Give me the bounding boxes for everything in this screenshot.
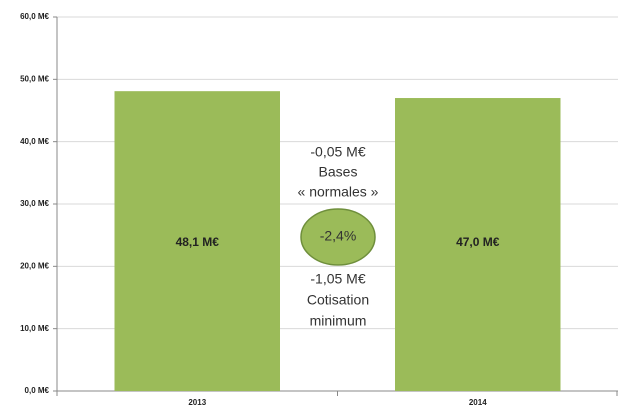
annotation: -2,4% [320, 228, 357, 244]
y-tick-label: 50,0 M€ [20, 74, 49, 83]
y-tick-label: 60,0 M€ [20, 12, 49, 21]
annotation: -1,05 M€ [310, 271, 365, 287]
data-label: 47,0 M€ [456, 235, 500, 249]
annotation: Cotisation [307, 292, 369, 308]
y-tick-label: 0,0 M€ [25, 386, 50, 395]
annotation: -0,05 M€ [310, 144, 365, 160]
y-tick-label: 20,0 M€ [20, 261, 49, 270]
y-tick-label: 30,0 M€ [20, 199, 49, 208]
bar [114, 91, 280, 391]
annotation: « normales » [298, 184, 379, 200]
data-label: 48,1 M€ [176, 235, 220, 249]
badge [300, 208, 376, 266]
y-tick-label: 10,0 M€ [20, 324, 49, 333]
annotation: minimum [310, 313, 367, 329]
x-tick-label: 2013 [188, 398, 206, 407]
bar [395, 98, 561, 392]
annotation: Bases [319, 164, 358, 180]
x-tick-label: 2014 [469, 398, 487, 407]
y-tick-label: 40,0 M€ [20, 137, 49, 146]
